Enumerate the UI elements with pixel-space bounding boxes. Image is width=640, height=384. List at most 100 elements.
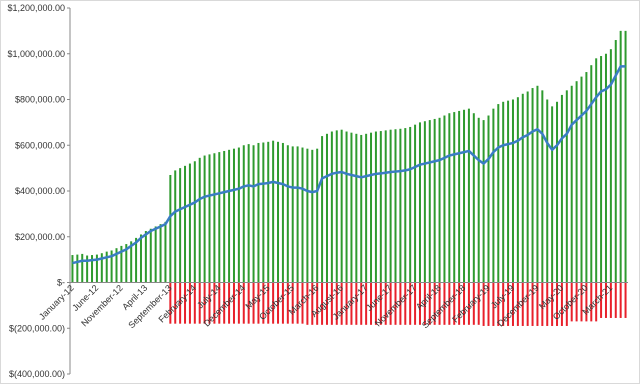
bar	[237, 147, 240, 283]
bar	[350, 132, 353, 283]
bar	[228, 282, 231, 324]
bar	[546, 282, 549, 326]
bar	[291, 282, 294, 324]
bar	[516, 97, 519, 283]
bar	[247, 144, 250, 283]
bar	[556, 282, 559, 326]
bar	[335, 130, 338, 283]
bar	[198, 157, 201, 283]
bar	[428, 120, 431, 283]
bar	[316, 282, 319, 325]
bar	[330, 282, 333, 325]
bar	[365, 282, 368, 325]
bar	[306, 282, 309, 325]
bar	[169, 282, 172, 324]
bar	[100, 253, 103, 283]
bar	[213, 282, 216, 324]
bar	[179, 168, 182, 283]
bar	[409, 282, 412, 325]
bar	[159, 224, 162, 283]
bar	[355, 282, 358, 325]
bar	[247, 282, 250, 324]
y-tick-label: $600,000.00	[15, 140, 65, 150]
bar	[414, 124, 417, 283]
bar	[477, 282, 480, 325]
bar	[502, 101, 505, 283]
bar	[179, 282, 182, 324]
bar	[237, 282, 240, 324]
y-tick-label: $1,000,000.00	[7, 49, 65, 59]
bar	[242, 282, 245, 324]
bar	[193, 161, 196, 283]
bar	[71, 255, 74, 283]
bar	[433, 282, 436, 325]
bar	[521, 93, 524, 283]
bar	[423, 121, 426, 283]
bar	[487, 115, 490, 283]
y-tick-label: $(200,000.00)	[9, 323, 65, 333]
bar	[580, 76, 583, 283]
bar	[463, 282, 466, 325]
bar	[218, 282, 221, 324]
bar	[184, 165, 187, 283]
bar	[404, 282, 407, 325]
bar	[306, 148, 309, 283]
bar	[497, 282, 500, 326]
bar	[325, 282, 328, 325]
bar	[325, 133, 328, 283]
line	[72, 65, 626, 265]
bar	[624, 30, 627, 283]
bar	[492, 108, 495, 283]
bar	[379, 131, 382, 283]
bar	[497, 104, 500, 283]
bar	[291, 146, 294, 283]
bar	[399, 282, 402, 325]
bar	[296, 282, 299, 324]
bar	[223, 282, 226, 324]
bar	[252, 282, 255, 324]
bar	[86, 255, 89, 283]
bar	[198, 282, 201, 324]
bar	[169, 174, 172, 283]
bar	[570, 282, 573, 322]
bar	[154, 226, 157, 283]
bar	[536, 282, 539, 326]
bar	[335, 282, 338, 325]
bar	[526, 91, 529, 283]
bar	[531, 88, 534, 283]
bar	[345, 282, 348, 325]
bar	[379, 282, 382, 325]
bar	[595, 58, 598, 283]
bar	[252, 145, 255, 283]
bar	[301, 147, 304, 283]
bar	[120, 245, 123, 283]
bar	[541, 282, 544, 326]
bar	[565, 282, 568, 326]
bar	[570, 85, 573, 283]
bar	[370, 282, 373, 325]
bar	[507, 282, 510, 326]
bar	[560, 282, 563, 326]
bar	[139, 234, 142, 283]
bar	[281, 142, 284, 283]
bar	[458, 282, 461, 325]
bar	[76, 254, 79, 283]
bar	[453, 282, 456, 325]
bar	[267, 141, 270, 283]
y-tick-label: $800,000.00	[15, 95, 65, 105]
bar	[360, 134, 363, 283]
bar	[619, 30, 622, 283]
bar	[492, 282, 495, 326]
bar	[609, 282, 612, 318]
bar	[370, 132, 373, 283]
bar	[228, 149, 231, 283]
bar	[394, 282, 397, 325]
bar	[257, 142, 260, 283]
bar	[467, 282, 470, 325]
bar	[448, 113, 451, 283]
bar	[144, 231, 147, 283]
bar	[546, 99, 549, 283]
bar	[340, 129, 343, 283]
bar	[433, 118, 436, 283]
bar	[389, 129, 392, 283]
